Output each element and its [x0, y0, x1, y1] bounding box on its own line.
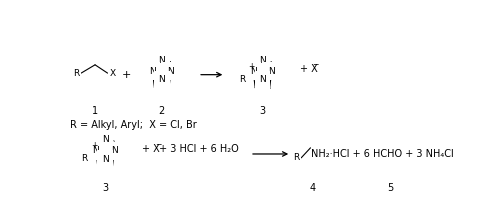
- Text: N: N: [111, 146, 117, 155]
- Text: −: −: [154, 140, 161, 149]
- Text: R: R: [82, 154, 88, 163]
- Text: + 3 HCl + 6 H₂O: + 3 HCl + 6 H₂O: [156, 144, 239, 154]
- Text: X: X: [110, 69, 116, 78]
- Text: 3: 3: [102, 183, 108, 193]
- Text: +: +: [248, 62, 254, 71]
- Text: 5: 5: [387, 183, 394, 193]
- Text: + X: + X: [300, 64, 318, 74]
- Text: N: N: [102, 135, 108, 144]
- Text: 2: 2: [158, 106, 165, 116]
- Text: 1: 1: [92, 106, 98, 116]
- Text: 3: 3: [260, 106, 266, 116]
- Text: +: +: [90, 141, 97, 150]
- Text: R: R: [73, 69, 80, 78]
- Text: R = Alkyl, Aryl;  X = Cl, Br: R = Alkyl, Aryl; X = Cl, Br: [70, 120, 197, 130]
- Text: 4: 4: [310, 183, 316, 193]
- Text: N: N: [250, 67, 256, 76]
- Text: N: N: [158, 75, 165, 84]
- Text: R: R: [294, 153, 300, 162]
- Text: N: N: [268, 67, 275, 76]
- Text: N: N: [259, 75, 266, 84]
- Text: N: N: [102, 155, 108, 164]
- Text: N: N: [158, 56, 165, 65]
- Text: N: N: [149, 67, 156, 76]
- Text: NH₂·HCl + 6 HCHO + 3 NH₄Cl: NH₂·HCl + 6 HCHO + 3 NH₄Cl: [312, 149, 454, 159]
- Text: −: −: [312, 60, 318, 69]
- Text: N: N: [168, 67, 174, 76]
- Text: R: R: [239, 75, 245, 84]
- Text: N: N: [259, 56, 266, 65]
- Text: + X: + X: [142, 144, 160, 154]
- Text: +: +: [122, 70, 130, 80]
- Text: N: N: [92, 146, 100, 155]
